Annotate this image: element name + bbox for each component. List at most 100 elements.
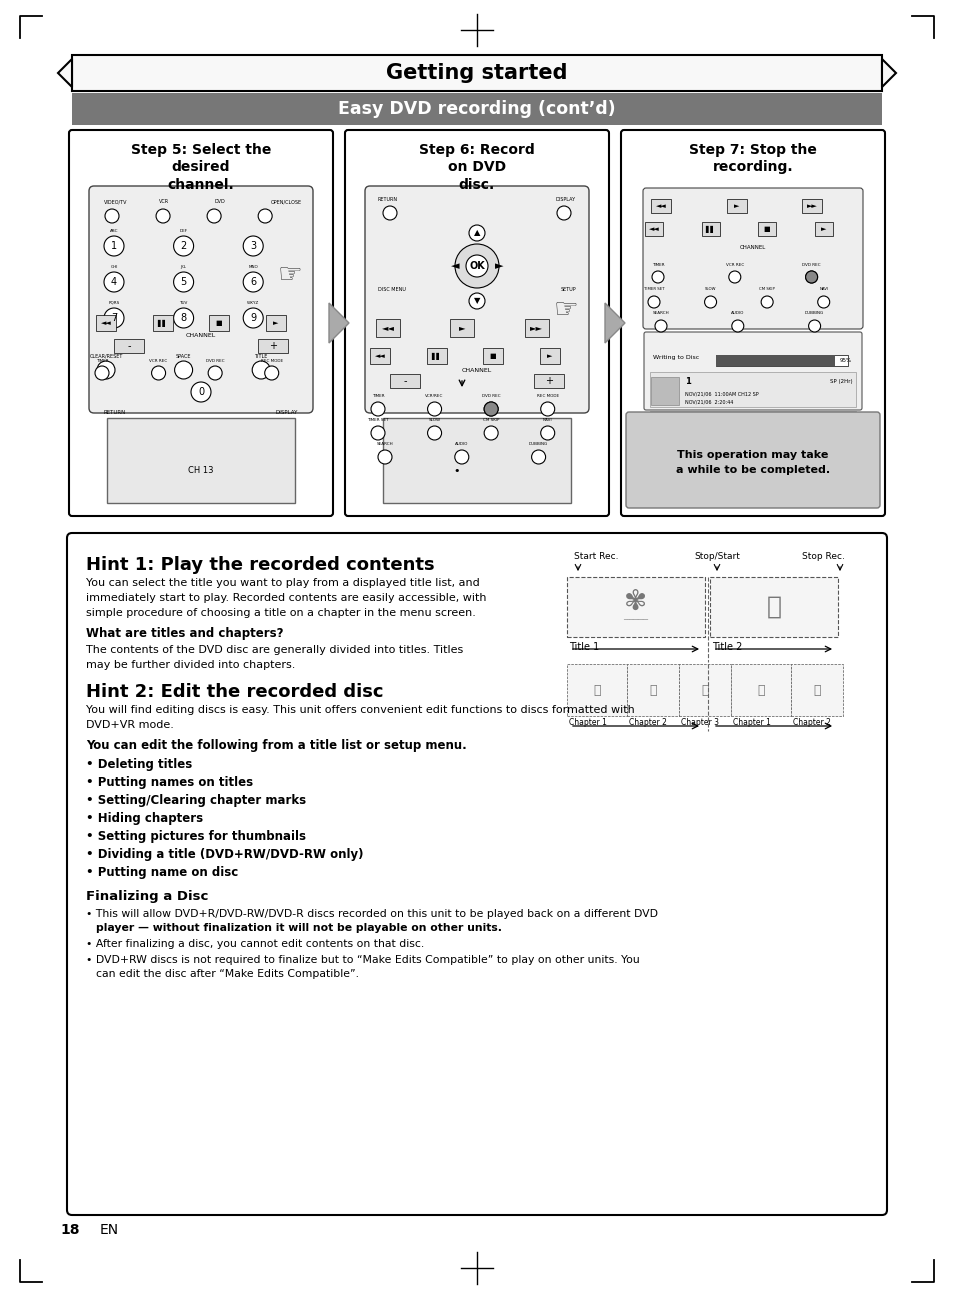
Bar (566, 578, 704, 637)
Text: 🌸: 🌸 (649, 684, 656, 697)
Text: ▲: ▲ (474, 228, 479, 238)
Text: 95%: 95% (839, 358, 851, 363)
Bar (650, 199, 670, 213)
Text: REC MODE: REC MODE (260, 360, 282, 363)
Bar (644, 222, 662, 236)
Text: You will find editing discs is easy. This unit offers convenient edit functions : You will find editing discs is easy. Thi… (86, 705, 634, 715)
Text: The contents of the DVD disc are generally divided into titles. Titles: The contents of the DVD disc are general… (86, 645, 463, 655)
Text: CM SKIP: CM SKIP (759, 287, 774, 291)
Circle shape (191, 382, 211, 402)
Text: Step 7: Stop the
recording.: Step 7: Stop the recording. (688, 143, 816, 174)
Text: ▌▌: ▌▌ (431, 353, 441, 360)
Text: TIMER: TIMER (651, 263, 663, 267)
Text: DISC MENU: DISC MENU (377, 287, 405, 292)
Circle shape (382, 206, 396, 219)
Circle shape (104, 273, 124, 292)
Text: DUBBING: DUBBING (804, 312, 823, 315)
Text: ▌▌: ▌▌ (704, 226, 715, 232)
Text: WXYZ: WXYZ (247, 301, 259, 305)
Text: DVD+VR mode.: DVD+VR mode. (86, 720, 173, 729)
FancyBboxPatch shape (643, 332, 862, 410)
Bar (113, 339, 144, 353)
Bar (209, 315, 229, 331)
Bar (716, 354, 847, 366)
Bar (790, 665, 842, 716)
Bar (709, 578, 837, 637)
Circle shape (655, 321, 666, 332)
Bar (370, 348, 390, 363)
Bar (390, 374, 419, 388)
Text: ►: ► (546, 353, 552, 360)
Bar (539, 348, 559, 363)
Text: 3: 3 (250, 241, 256, 251)
Text: DISPLAY: DISPLAY (556, 197, 576, 202)
Circle shape (104, 308, 124, 328)
Text: CLEAR/RESET: CLEAR/RESET (90, 354, 123, 360)
Text: •: • (454, 466, 459, 475)
Bar (814, 222, 832, 236)
Text: Easy DVD recording (cont’d): Easy DVD recording (cont’d) (337, 100, 616, 118)
Text: 9: 9 (250, 313, 256, 323)
Bar (257, 339, 288, 353)
Bar (382, 418, 571, 504)
Circle shape (540, 426, 554, 440)
Text: ►►: ►► (530, 323, 542, 332)
Text: Chapter 2: Chapter 2 (792, 718, 830, 727)
Text: Chapter 1: Chapter 1 (568, 718, 606, 727)
Circle shape (469, 225, 484, 241)
Text: You can select the title you want to play from a displayed title list, and: You can select the title you want to pla… (86, 578, 479, 588)
Text: VCR REC: VCR REC (150, 360, 168, 363)
Text: 2: 2 (684, 417, 690, 426)
Polygon shape (882, 58, 895, 87)
Text: can edit the disc after “Make Edits Compatible”.: can edit the disc after “Make Edits Comp… (96, 970, 358, 979)
Bar (96, 315, 116, 331)
Text: REC MODE: REC MODE (537, 395, 558, 398)
FancyBboxPatch shape (642, 188, 862, 328)
Text: MNO: MNO (248, 265, 258, 269)
Text: DISPLAY: DISPLAY (275, 410, 297, 415)
Text: What are titles and chapters?: What are titles and chapters? (86, 627, 283, 640)
Text: ►: ► (495, 261, 503, 271)
Text: ◄◄: ◄◄ (375, 353, 385, 360)
Circle shape (152, 366, 166, 380)
Circle shape (243, 308, 263, 328)
Text: JKL: JKL (180, 265, 187, 269)
Circle shape (174, 361, 193, 379)
Circle shape (455, 244, 498, 288)
Text: ⛰: ⛰ (757, 684, 764, 697)
FancyBboxPatch shape (345, 130, 608, 517)
Polygon shape (604, 302, 624, 343)
Text: Finalizing a Disc: Finalizing a Disc (86, 890, 208, 903)
Text: CHANNEL: CHANNEL (740, 245, 765, 251)
Text: Hint 1: Play the recorded contents: Hint 1: Play the recorded contents (86, 556, 435, 574)
Bar (758, 222, 776, 236)
Circle shape (377, 450, 392, 463)
Text: DVD REC: DVD REC (206, 360, 224, 363)
Text: Chapter 1: Chapter 1 (732, 718, 770, 727)
Text: CH 13: CH 13 (188, 466, 213, 475)
Text: • Dividing a title (DVD+RW/DVD-RW only): • Dividing a title (DVD+RW/DVD-RW only) (86, 848, 363, 861)
Text: SPACE: SPACE (175, 354, 192, 360)
Text: • Deleting titles: • Deleting titles (86, 758, 193, 771)
Bar (726, 199, 746, 213)
Bar (730, 665, 790, 716)
Text: EN: EN (100, 1223, 119, 1237)
Circle shape (728, 271, 740, 283)
Text: ✋: ✋ (765, 594, 781, 619)
Bar (152, 315, 172, 331)
Text: TITLE: TITLE (254, 354, 268, 360)
Text: +: + (544, 376, 553, 386)
Text: ☞: ☞ (277, 261, 302, 289)
Text: 1: 1 (111, 241, 117, 251)
Text: ►►: ►► (806, 202, 817, 209)
Text: SEARCH: SEARCH (652, 312, 669, 315)
Circle shape (97, 361, 115, 379)
Text: immediately start to play. Recorded contents are easily accessible, with: immediately start to play. Recorded cont… (86, 593, 486, 604)
Text: 7: 7 (111, 313, 117, 323)
Circle shape (173, 236, 193, 256)
Bar (107, 418, 294, 504)
Circle shape (104, 236, 124, 256)
Bar (649, 373, 855, 408)
Circle shape (804, 271, 817, 283)
Text: ◄◄: ◄◄ (100, 321, 112, 326)
